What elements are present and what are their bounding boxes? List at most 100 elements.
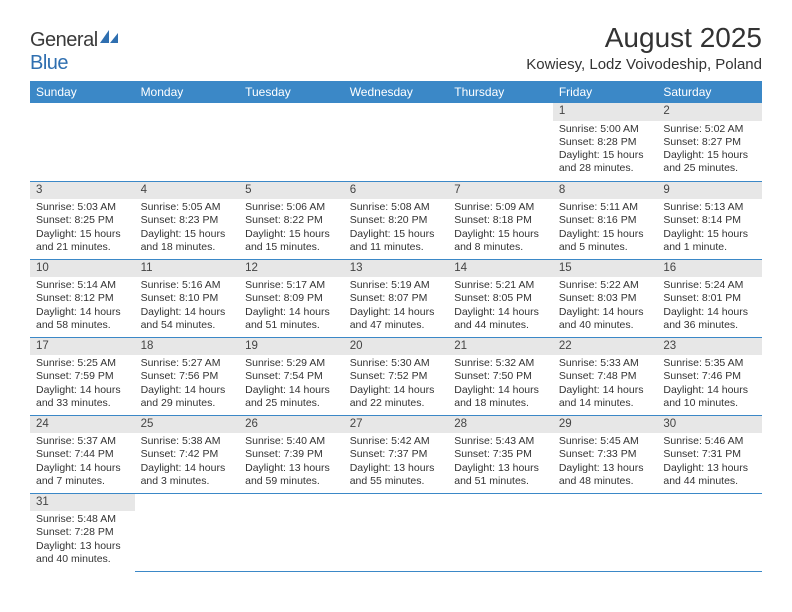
day-data: Sunrise: 5:14 AMSunset: 8:12 PMDaylight:… — [30, 277, 135, 336]
calendar-cell — [239, 493, 344, 571]
brand-name-2: Blue — [30, 52, 68, 74]
day-number: 31 — [30, 494, 135, 512]
day-data: Sunrise: 5:24 AMSunset: 8:01 PMDaylight:… — [657, 277, 762, 336]
day-number: 30 — [657, 416, 762, 434]
day-number: 25 — [135, 416, 240, 434]
day-number: 9 — [657, 182, 762, 200]
weekday-header: Friday — [553, 81, 658, 103]
calendar-cell: 10Sunrise: 5:14 AMSunset: 8:12 PMDayligh… — [30, 259, 135, 337]
calendar-cell: 23Sunrise: 5:35 AMSunset: 7:46 PMDayligh… — [657, 337, 762, 415]
calendar-cell: 26Sunrise: 5:40 AMSunset: 7:39 PMDayligh… — [239, 415, 344, 493]
day-number: 17 — [30, 338, 135, 356]
day-data: Sunrise: 5:11 AMSunset: 8:16 PMDaylight:… — [553, 199, 658, 258]
day-data: Sunrise: 5:25 AMSunset: 7:59 PMDaylight:… — [30, 355, 135, 414]
calendar-cell: 18Sunrise: 5:27 AMSunset: 7:56 PMDayligh… — [135, 337, 240, 415]
day-data: Sunrise: 5:45 AMSunset: 7:33 PMDaylight:… — [553, 433, 658, 492]
day-number: 14 — [448, 260, 553, 278]
day-number: 26 — [239, 416, 344, 434]
calendar-cell: 3Sunrise: 5:03 AMSunset: 8:25 PMDaylight… — [30, 181, 135, 259]
calendar-cell — [239, 103, 344, 181]
day-data: Sunrise: 5:22 AMSunset: 8:03 PMDaylight:… — [553, 277, 658, 336]
day-data: Sunrise: 5:19 AMSunset: 8:07 PMDaylight:… — [344, 277, 449, 336]
calendar-cell — [344, 493, 449, 571]
sail-icon — [98, 28, 120, 52]
day-data: Sunrise: 5:43 AMSunset: 7:35 PMDaylight:… — [448, 433, 553, 492]
day-data: Sunrise: 5:27 AMSunset: 7:56 PMDaylight:… — [135, 355, 240, 414]
calendar-cell — [135, 493, 240, 571]
day-number: 13 — [344, 260, 449, 278]
day-data: Sunrise: 5:03 AMSunset: 8:25 PMDaylight:… — [30, 199, 135, 258]
day-number: 24 — [30, 416, 135, 434]
day-data: Sunrise: 5:29 AMSunset: 7:54 PMDaylight:… — [239, 355, 344, 414]
day-number: 19 — [239, 338, 344, 356]
day-data: Sunrise: 5:16 AMSunset: 8:10 PMDaylight:… — [135, 277, 240, 336]
calendar-cell: 25Sunrise: 5:38 AMSunset: 7:42 PMDayligh… — [135, 415, 240, 493]
day-data: Sunrise: 5:06 AMSunset: 8:22 PMDaylight:… — [239, 199, 344, 258]
calendar-cell: 22Sunrise: 5:33 AMSunset: 7:48 PMDayligh… — [553, 337, 658, 415]
day-data: Sunrise: 5:02 AMSunset: 8:27 PMDaylight:… — [657, 121, 762, 180]
day-number: 8 — [553, 182, 658, 200]
day-number: 20 — [344, 338, 449, 356]
day-number: 28 — [448, 416, 553, 434]
day-number: 12 — [239, 260, 344, 278]
calendar-cell: 20Sunrise: 5:30 AMSunset: 7:52 PMDayligh… — [344, 337, 449, 415]
calendar-cell — [135, 103, 240, 181]
calendar-cell: 31Sunrise: 5:48 AMSunset: 7:28 PMDayligh… — [30, 493, 135, 571]
day-data: Sunrise: 5:05 AMSunset: 8:23 PMDaylight:… — [135, 199, 240, 258]
day-number: 5 — [239, 182, 344, 200]
brand-name-1: General — [30, 29, 98, 51]
day-data: Sunrise: 5:13 AMSunset: 8:14 PMDaylight:… — [657, 199, 762, 258]
day-data: Sunrise: 5:30 AMSunset: 7:52 PMDaylight:… — [344, 355, 449, 414]
day-number: 29 — [553, 416, 658, 434]
day-number: 4 — [135, 182, 240, 200]
day-data: Sunrise: 5:08 AMSunset: 8:20 PMDaylight:… — [344, 199, 449, 258]
weekday-header: Tuesday — [239, 81, 344, 103]
weekday-header: Thursday — [448, 81, 553, 103]
day-data: Sunrise: 5:40 AMSunset: 7:39 PMDaylight:… — [239, 433, 344, 492]
calendar-cell: 16Sunrise: 5:24 AMSunset: 8:01 PMDayligh… — [657, 259, 762, 337]
day-data: Sunrise: 5:00 AMSunset: 8:28 PMDaylight:… — [553, 121, 658, 180]
day-data: Sunrise: 5:33 AMSunset: 7:48 PMDaylight:… — [553, 355, 658, 414]
calendar-cell: 12Sunrise: 5:17 AMSunset: 8:09 PMDayligh… — [239, 259, 344, 337]
weekday-header: Wednesday — [344, 81, 449, 103]
day-data: Sunrise: 5:38 AMSunset: 7:42 PMDaylight:… — [135, 433, 240, 492]
day-number: 10 — [30, 260, 135, 278]
calendar-cell: 14Sunrise: 5:21 AMSunset: 8:05 PMDayligh… — [448, 259, 553, 337]
page-title: August 2025 — [526, 22, 762, 54]
weekday-header: Saturday — [657, 81, 762, 103]
calendar-table: SundayMondayTuesdayWednesdayThursdayFrid… — [30, 81, 762, 572]
calendar-cell — [30, 103, 135, 181]
weekday-header: Monday — [135, 81, 240, 103]
day-number: 15 — [553, 260, 658, 278]
calendar-cell: 8Sunrise: 5:11 AMSunset: 8:16 PMDaylight… — [553, 181, 658, 259]
weekday-header: Sunday — [30, 81, 135, 103]
calendar-cell — [553, 493, 658, 571]
day-number: 21 — [448, 338, 553, 356]
calendar-cell: 5Sunrise: 5:06 AMSunset: 8:22 PMDaylight… — [239, 181, 344, 259]
calendar-cell: 24Sunrise: 5:37 AMSunset: 7:44 PMDayligh… — [30, 415, 135, 493]
calendar-cell: 30Sunrise: 5:46 AMSunset: 7:31 PMDayligh… — [657, 415, 762, 493]
day-data: Sunrise: 5:46 AMSunset: 7:31 PMDaylight:… — [657, 433, 762, 492]
calendar-cell: 4Sunrise: 5:05 AMSunset: 8:23 PMDaylight… — [135, 181, 240, 259]
calendar-cell — [344, 103, 449, 181]
calendar-cell: 6Sunrise: 5:08 AMSunset: 8:20 PMDaylight… — [344, 181, 449, 259]
calendar-cell: 17Sunrise: 5:25 AMSunset: 7:59 PMDayligh… — [30, 337, 135, 415]
calendar-cell: 27Sunrise: 5:42 AMSunset: 7:37 PMDayligh… — [344, 415, 449, 493]
day-number: 6 — [344, 182, 449, 200]
calendar-cell: 7Sunrise: 5:09 AMSunset: 8:18 PMDaylight… — [448, 181, 553, 259]
calendar-cell: 1Sunrise: 5:00 AMSunset: 8:28 PMDaylight… — [553, 103, 658, 181]
day-data: Sunrise: 5:48 AMSunset: 7:28 PMDaylight:… — [30, 511, 135, 570]
calendar-cell — [448, 493, 553, 571]
calendar-cell: 2Sunrise: 5:02 AMSunset: 8:27 PMDaylight… — [657, 103, 762, 181]
day-data: Sunrise: 5:42 AMSunset: 7:37 PMDaylight:… — [344, 433, 449, 492]
day-number: 16 — [657, 260, 762, 278]
calendar-cell — [657, 493, 762, 571]
calendar-cell: 15Sunrise: 5:22 AMSunset: 8:03 PMDayligh… — [553, 259, 658, 337]
calendar-cell: 9Sunrise: 5:13 AMSunset: 8:14 PMDaylight… — [657, 181, 762, 259]
day-number: 22 — [553, 338, 658, 356]
day-data: Sunrise: 5:09 AMSunset: 8:18 PMDaylight:… — [448, 199, 553, 258]
location-text: Kowiesy, Lodz Voivodeship, Poland — [526, 56, 762, 73]
calendar-cell: 19Sunrise: 5:29 AMSunset: 7:54 PMDayligh… — [239, 337, 344, 415]
day-data: Sunrise: 5:17 AMSunset: 8:09 PMDaylight:… — [239, 277, 344, 336]
calendar-cell: 11Sunrise: 5:16 AMSunset: 8:10 PMDayligh… — [135, 259, 240, 337]
